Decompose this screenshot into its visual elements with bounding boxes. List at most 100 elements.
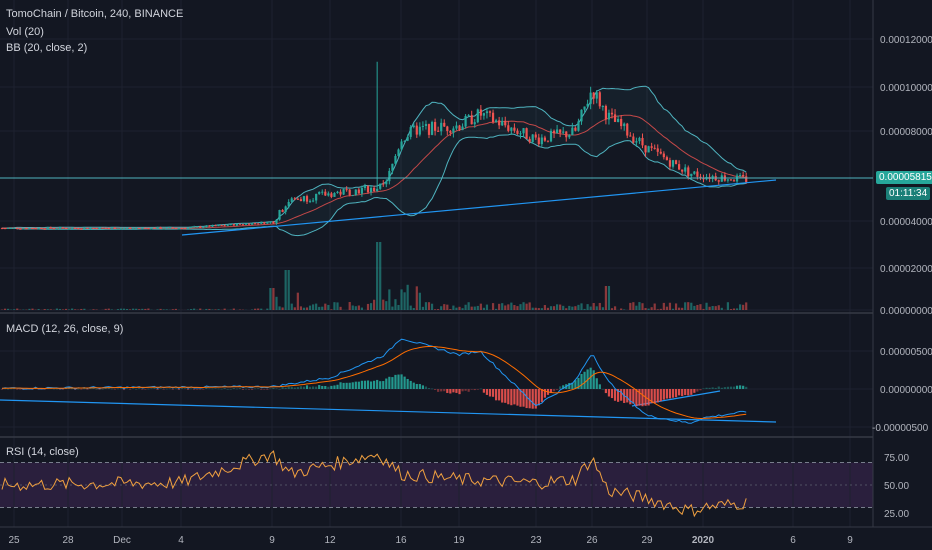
candle-body	[498, 120, 501, 126]
volume-bar	[272, 288, 275, 310]
candle-body	[528, 138, 531, 143]
macd-hist-bar	[681, 389, 684, 397]
main-legend-title[interactable]: TomoChain / Bitcoin, 240, BINANCE	[6, 8, 184, 20]
volume-bar	[498, 303, 501, 310]
macd-hist-bar	[324, 385, 327, 389]
volume-bar	[470, 306, 473, 310]
candle-body	[132, 228, 135, 230]
macd-hist-bar	[739, 385, 742, 389]
macd-hist-bar	[263, 389, 266, 390]
volume-bar	[516, 306, 519, 310]
volume-bar	[354, 306, 357, 310]
macd-hist-bar	[455, 389, 458, 393]
candle-body	[269, 221, 272, 223]
rsi-legend[interactable]: RSI (14, close)	[6, 446, 79, 458]
candle-body	[299, 199, 302, 202]
volume-bar	[31, 308, 34, 310]
volume-bar	[293, 307, 296, 310]
volume-bar	[71, 308, 74, 310]
volume-bar	[13, 309, 16, 310]
volume-bar	[507, 304, 510, 310]
candle-body	[659, 151, 662, 154]
macd-hist-bar	[141, 389, 144, 390]
volume-legend[interactable]: Vol (20)	[6, 26, 44, 38]
macd-hist-bar	[732, 386, 736, 389]
macd-hist-bar	[714, 387, 717, 389]
macd-hist-bar	[705, 387, 708, 389]
macd-hist-bar	[638, 389, 641, 406]
candle-body	[668, 160, 672, 167]
candle-body	[217, 224, 220, 226]
macd-hist-bar	[220, 388, 223, 390]
macd-hist-bar	[632, 389, 635, 404]
candle-body	[180, 228, 184, 230]
price-trendline[interactable]	[181, 179, 777, 236]
macd-hist-bar	[516, 389, 519, 406]
macd-hist-bar	[464, 389, 467, 391]
macd-hist-bar	[671, 389, 675, 398]
bb-legend[interactable]: BB (20, close, 2)	[6, 42, 88, 54]
volume-bar	[412, 308, 415, 310]
candle-body	[650, 146, 653, 148]
macd-hist-bar	[354, 381, 357, 389]
candle-body	[559, 129, 562, 133]
volume-bar	[357, 305, 360, 310]
macd-hist-bar	[217, 388, 220, 390]
macd-hist-bar	[525, 389, 528, 409]
macd-hist-bar	[708, 387, 711, 389]
candle-body	[495, 120, 498, 123]
candle-body	[418, 126, 421, 135]
candle-body	[586, 103, 589, 107]
candle-body	[162, 228, 165, 230]
volume-bar	[513, 305, 516, 310]
macd-legend[interactable]: MACD (12, 26, close, 9)	[6, 323, 124, 335]
candle-body	[235, 223, 238, 226]
price-axis[interactable]: 0.00012000 0.00010000 0.00008000 0.00004000…	[872, 35, 932, 520]
macd-hist-bar	[122, 389, 126, 391]
macd-hist-bar	[360, 380, 363, 389]
macd-trendline-upper[interactable]	[631, 390, 721, 407]
volume-bar	[595, 306, 598, 310]
macd-trendline-lower[interactable]	[0, 399, 777, 423]
volume-bar	[129, 309, 132, 310]
volume-bar	[58, 309, 62, 310]
macd-hist-bar	[568, 383, 571, 389]
volume-bar	[80, 308, 83, 310]
volume-bar	[205, 308, 208, 310]
macd-hist-bar	[485, 389, 489, 395]
macd-hist-bar	[278, 388, 281, 390]
candle-body	[241, 224, 245, 226]
macd-hist-bar	[491, 389, 495, 397]
price-axis-label: 0.00004000	[880, 217, 932, 228]
time-axis[interactable]: 25 28 Dec 4 9 12 16 19 23 26 29 2020 6 9	[8, 535, 853, 546]
volume-bar	[144, 308, 147, 310]
volume-bar	[714, 306, 717, 310]
macd-hist-bar	[693, 389, 696, 393]
candle-body	[220, 224, 223, 226]
candle-body	[129, 227, 132, 229]
candle-body	[687, 167, 690, 177]
candle-body	[345, 189, 348, 191]
candle-body	[363, 186, 367, 188]
volume-bar	[321, 306, 324, 310]
candle-body	[620, 118, 623, 127]
volume-bar	[562, 305, 565, 310]
macd-hist-bar	[183, 388, 187, 390]
macd-hist-bar	[662, 389, 665, 400]
volume-bar	[165, 309, 168, 310]
volume-bar	[644, 308, 647, 310]
macd-hist-bar	[574, 380, 577, 389]
volume-bar	[385, 301, 388, 310]
volume-bar	[351, 305, 354, 310]
volume-bar	[726, 302, 729, 310]
candle-body	[366, 186, 370, 193]
volume-bar	[257, 308, 260, 310]
volume-bar	[211, 309, 214, 310]
macd-hist-bar	[251, 389, 254, 390]
candle-body	[461, 126, 464, 131]
macd-hist-bar	[373, 380, 376, 389]
macd-hist-bar	[678, 389, 681, 396]
volume-bar	[366, 303, 370, 310]
volume-bar	[421, 306, 424, 310]
